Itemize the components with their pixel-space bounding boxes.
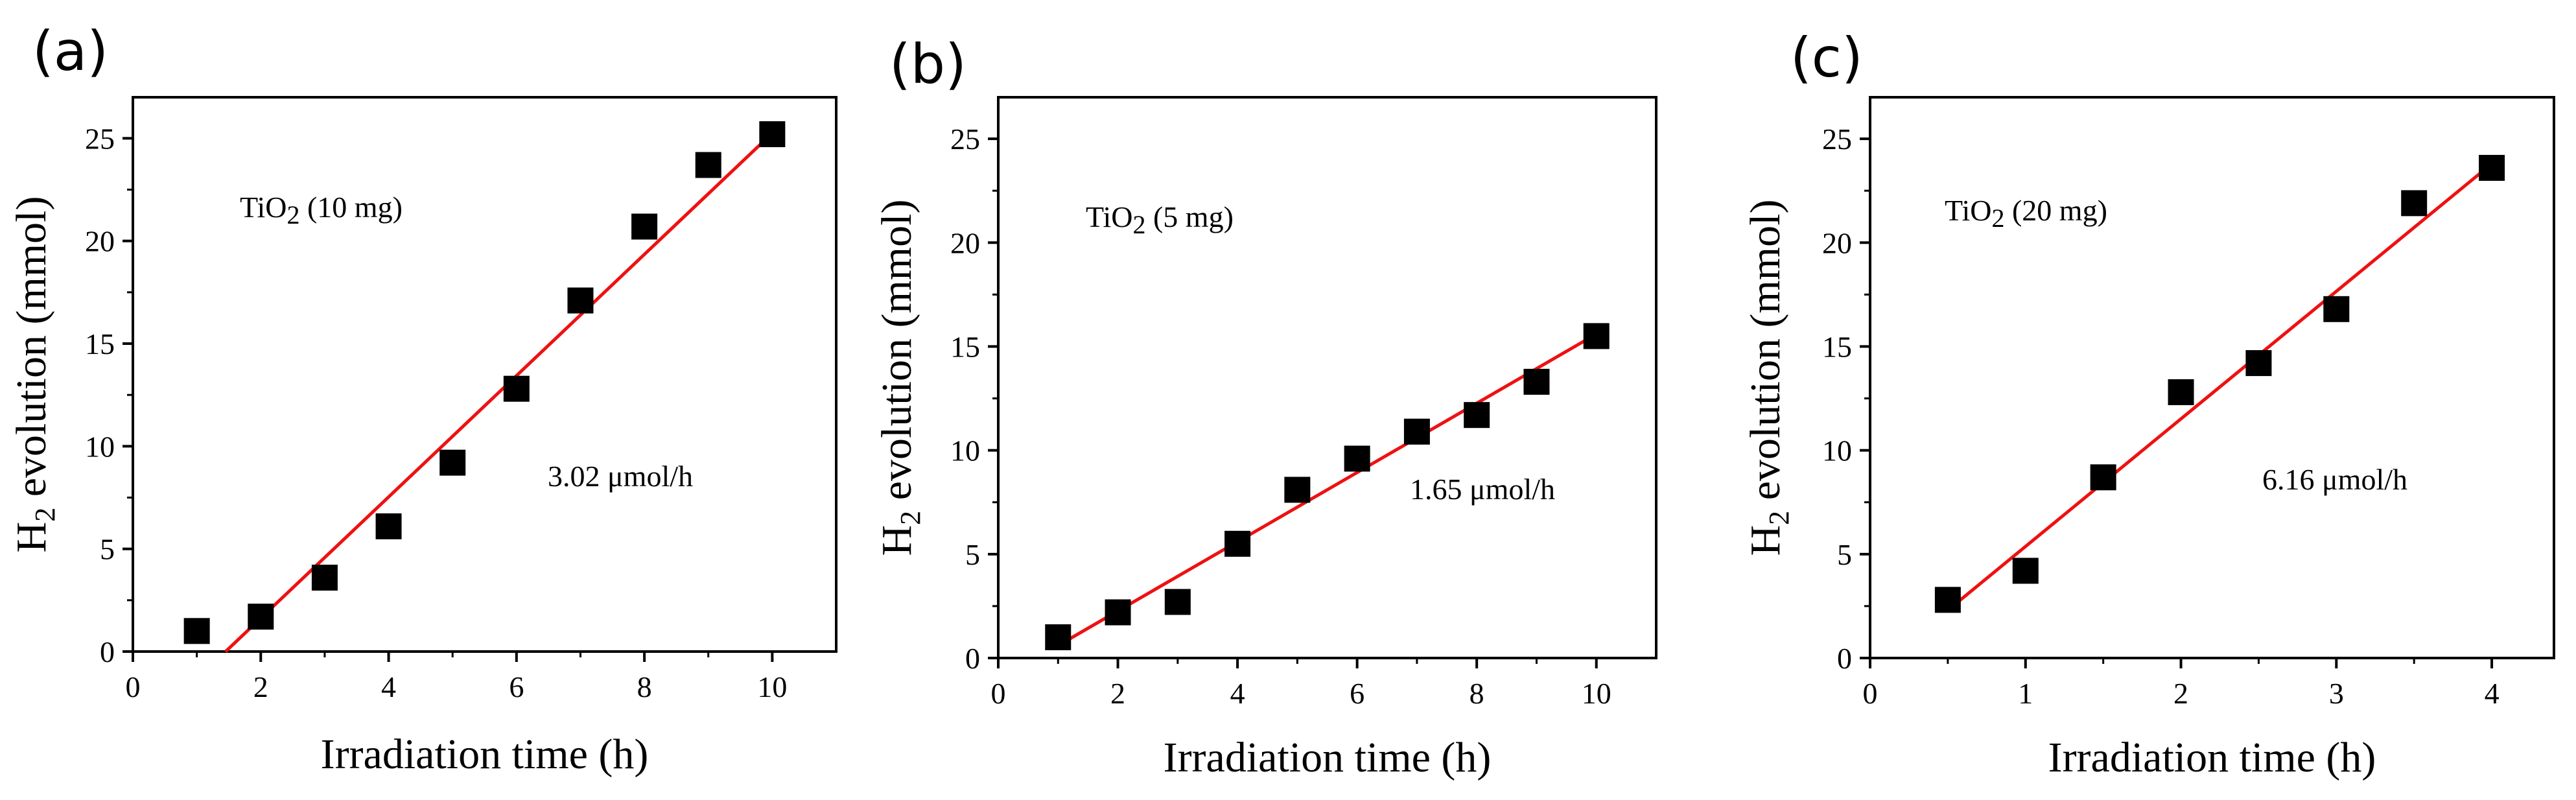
x-tick-label: 8 bbox=[637, 670, 652, 703]
data-point bbox=[1284, 476, 1311, 503]
y-tick-label: 15 bbox=[85, 327, 115, 360]
x-tick-label: 2 bbox=[253, 670, 268, 703]
data-point bbox=[1224, 530, 1251, 557]
y-tick-label: 15 bbox=[1822, 330, 1852, 363]
panel-label: (a) bbox=[32, 19, 108, 83]
data-point bbox=[1045, 624, 1071, 650]
x-tick-label: 2 bbox=[1110, 677, 1125, 710]
y-tick-label: 10 bbox=[85, 430, 115, 463]
x-tick-label: 2 bbox=[2173, 677, 2188, 710]
panel-a: (a) 0 2 4 6 8 10 0 5 10 15 20 25 Irradiation time (h)… bbox=[8, 19, 837, 778]
data-point bbox=[1523, 368, 1550, 395]
x-tick-label: 0 bbox=[991, 677, 1006, 710]
data-point bbox=[1934, 587, 1961, 613]
data-point bbox=[2168, 379, 2194, 405]
panel-label: (c) bbox=[1790, 26, 1863, 89]
data-point bbox=[503, 375, 530, 402]
sample-annotation: TiO2 (20 mg) bbox=[1945, 194, 2107, 233]
data-point bbox=[2401, 190, 2428, 217]
y-tick-label: 25 bbox=[85, 122, 115, 155]
data-point bbox=[2245, 350, 2272, 377]
data-point bbox=[1583, 323, 1610, 349]
y-tick-label: 15 bbox=[950, 330, 980, 363]
x-tick-label: 8 bbox=[1469, 677, 1484, 710]
plot-frame bbox=[1869, 96, 2555, 659]
data-point bbox=[2090, 464, 2116, 491]
sample-annotation: TiO2 (10 mg) bbox=[240, 191, 403, 229]
y-tick-label: 5 bbox=[965, 538, 980, 571]
data-point bbox=[248, 604, 274, 630]
linear-fit-line bbox=[224, 128, 777, 653]
plot-frame bbox=[132, 96, 837, 653]
plot-frame bbox=[997, 96, 1657, 659]
linear-fit-line bbox=[1947, 162, 2493, 612]
x-tick-label: 0 bbox=[126, 670, 141, 703]
y-tick-label: 5 bbox=[1837, 538, 1852, 571]
x-tick-label: 3 bbox=[2329, 677, 2344, 710]
y-tick-label: 10 bbox=[950, 434, 980, 467]
data-point bbox=[2323, 296, 2350, 322]
y-axis-title: H2 evolution (mmol) bbox=[8, 196, 61, 553]
data-point bbox=[439, 449, 466, 476]
y-tick-label: 0 bbox=[965, 642, 980, 675]
rate-annotation: 3.02 μmol/h bbox=[548, 460, 693, 493]
data-point bbox=[1464, 402, 1490, 429]
rate-annotation: 1.65 μmol/h bbox=[1410, 473, 1555, 506]
y-tick-label: 20 bbox=[950, 226, 980, 259]
data-point bbox=[375, 513, 402, 539]
data-point bbox=[567, 287, 594, 314]
x-tick-label: 6 bbox=[509, 670, 524, 703]
data-point bbox=[183, 618, 210, 644]
y-axis-title: H2 evolution (mmol) bbox=[1742, 200, 1795, 556]
data-point bbox=[695, 152, 721, 178]
y-tick-label: 25 bbox=[1822, 123, 1852, 156]
x-tick-label: 4 bbox=[381, 670, 396, 703]
sample-annotation: TiO2 (5 mg) bbox=[1086, 200, 1234, 239]
y-tick-label: 5 bbox=[100, 533, 115, 566]
data-point bbox=[1344, 445, 1370, 472]
x-tick-label: 4 bbox=[1230, 677, 1245, 710]
x-axis-title: Irradiation time (h) bbox=[2048, 734, 2376, 781]
data-point bbox=[759, 121, 786, 147]
data-point bbox=[631, 213, 658, 240]
panel-label: (b) bbox=[889, 32, 966, 96]
linear-fit-line bbox=[1057, 333, 1597, 647]
x-tick-label: 10 bbox=[1582, 677, 1611, 710]
y-tick-label: 20 bbox=[85, 225, 115, 258]
x-axis-title: Irradiation time (h) bbox=[321, 731, 649, 778]
x-tick-label: 1 bbox=[2018, 677, 2033, 710]
data-point bbox=[1403, 418, 1430, 445]
rate-annotation: 6.16 μmol/h bbox=[2262, 463, 2407, 496]
data-point bbox=[2479, 154, 2505, 181]
y-tick-label: 10 bbox=[1822, 434, 1852, 467]
panel-c: (c) 0 1 2 3 4 0 5 10 15 20 25 Irradiation time (h) H2… bbox=[1742, 26, 2555, 781]
panel-b: (b) 0 2 4 6 8 10 0 5 10 15 20 25 Irradiation time (h)… bbox=[873, 32, 1657, 781]
data-point bbox=[2012, 558, 2039, 584]
x-tick-label: 6 bbox=[1350, 677, 1364, 710]
data-point bbox=[311, 565, 338, 591]
x-tick-label: 10 bbox=[757, 670, 787, 703]
data-point bbox=[1164, 589, 1191, 615]
y-tick-label: 0 bbox=[1837, 642, 1852, 675]
x-tick-label: 4 bbox=[2485, 677, 2500, 710]
y-tick-label: 20 bbox=[1822, 226, 1852, 259]
x-tick-label: 0 bbox=[1863, 677, 1878, 710]
y-tick-label: 0 bbox=[100, 635, 115, 668]
y-tick-label: 25 bbox=[950, 123, 980, 156]
x-axis-title: Irradiation time (h) bbox=[1164, 734, 1492, 781]
y-axis-title: H2 evolution (mmol) bbox=[873, 200, 926, 556]
data-point bbox=[1105, 599, 1131, 626]
